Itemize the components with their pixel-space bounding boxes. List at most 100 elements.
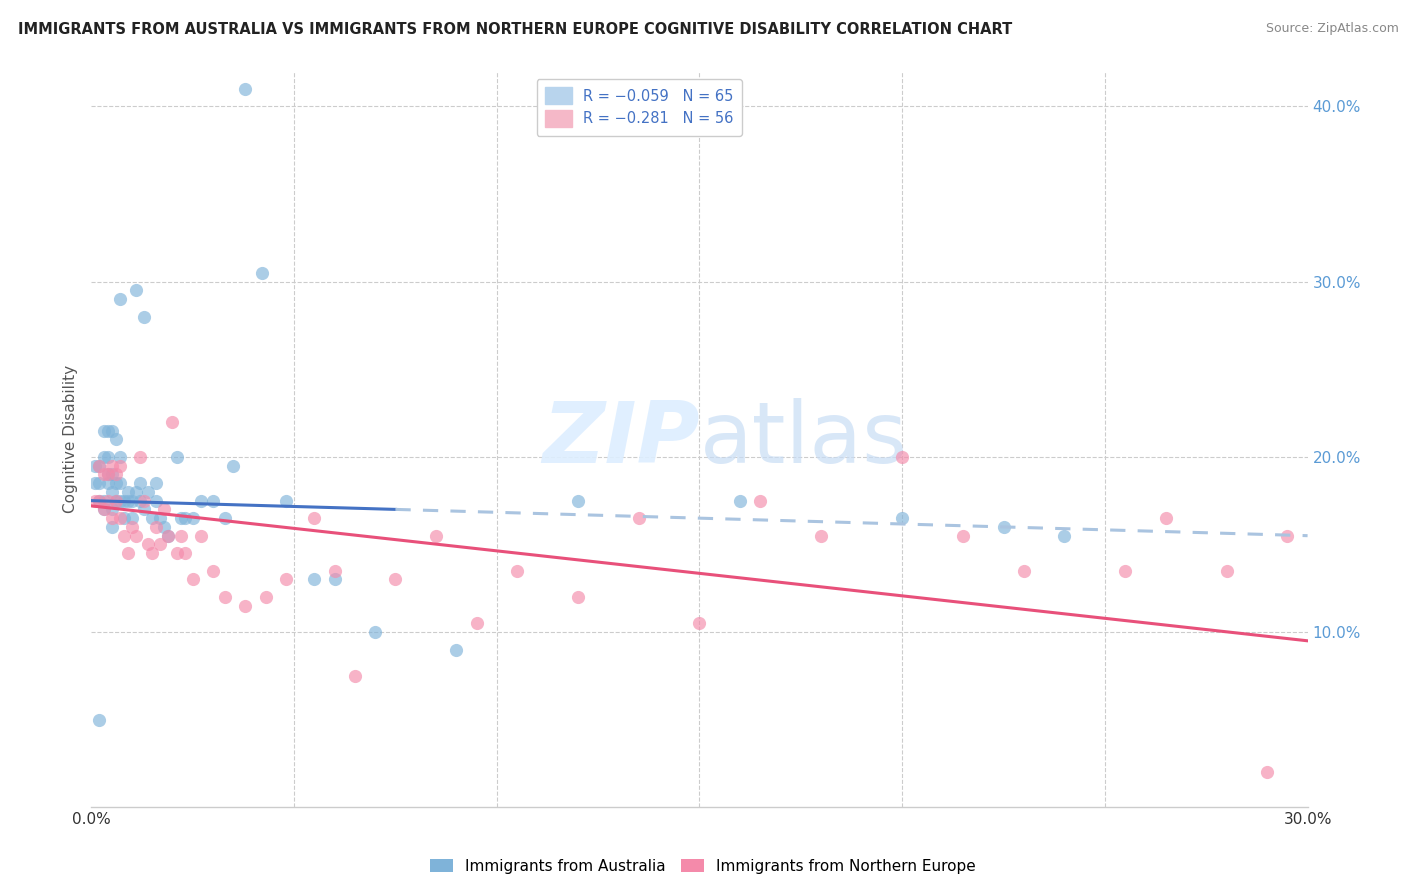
Point xyxy=(129,476,152,491)
Point xyxy=(117,493,139,508)
Point xyxy=(627,511,650,525)
Point xyxy=(97,467,120,482)
Point xyxy=(84,476,107,491)
Point xyxy=(145,493,167,508)
Point xyxy=(181,573,204,587)
Point xyxy=(173,546,195,560)
Point xyxy=(97,467,120,482)
Point xyxy=(222,458,245,473)
Point xyxy=(173,511,195,525)
Point xyxy=(1256,765,1278,780)
Text: IMMIGRANTS FROM AUSTRALIA VS IMMIGRANTS FROM NORTHERN EUROPE COGNITIVE DISABILIT: IMMIGRANTS FROM AUSTRALIA VS IMMIGRANTS … xyxy=(18,22,1012,37)
Text: atlas: atlas xyxy=(699,398,907,481)
Point xyxy=(100,484,122,499)
Point xyxy=(891,450,914,464)
Point xyxy=(132,493,155,508)
Point xyxy=(1012,564,1035,578)
Point xyxy=(166,450,188,464)
Point xyxy=(254,590,277,604)
Point xyxy=(153,502,176,516)
Point xyxy=(108,476,131,491)
Text: ZIP: ZIP xyxy=(541,398,699,481)
Point xyxy=(145,476,167,491)
Point xyxy=(274,493,297,508)
Text: Source: ZipAtlas.com: Source: ZipAtlas.com xyxy=(1265,22,1399,36)
Point xyxy=(323,564,346,578)
Point xyxy=(104,493,127,508)
Point xyxy=(384,573,406,587)
Legend: R = −0.059   N = 65, R = −0.281   N = 56: R = −0.059 N = 65, R = −0.281 N = 56 xyxy=(537,78,742,136)
Point xyxy=(100,502,122,516)
Point xyxy=(149,537,172,551)
Point xyxy=(567,590,589,604)
Point xyxy=(810,529,832,543)
Point xyxy=(125,284,148,298)
Point xyxy=(169,511,191,525)
Point xyxy=(136,484,159,499)
Point xyxy=(89,713,111,727)
Point xyxy=(214,511,236,525)
Point xyxy=(97,493,120,508)
Point xyxy=(108,493,131,508)
Point xyxy=(465,616,488,631)
Point xyxy=(104,433,127,447)
Point xyxy=(343,669,366,683)
Y-axis label: Cognitive Disability: Cognitive Disability xyxy=(62,365,77,514)
Point xyxy=(506,564,529,578)
Point xyxy=(1215,564,1237,578)
Point xyxy=(304,573,326,587)
Point xyxy=(425,529,447,543)
Point xyxy=(157,529,180,543)
Point xyxy=(100,424,122,438)
Point xyxy=(84,493,107,508)
Point xyxy=(235,82,257,96)
Point xyxy=(162,415,184,429)
Point xyxy=(169,529,191,543)
Point xyxy=(952,529,974,543)
Point xyxy=(129,450,152,464)
Point xyxy=(728,493,751,508)
Point xyxy=(891,511,914,525)
Point xyxy=(149,511,172,525)
Point xyxy=(364,625,387,640)
Point xyxy=(112,511,135,525)
Point xyxy=(235,599,257,613)
Point xyxy=(304,511,326,525)
Point xyxy=(97,476,120,491)
Point xyxy=(567,493,589,508)
Point xyxy=(129,493,152,508)
Point xyxy=(89,493,111,508)
Point xyxy=(1277,529,1299,543)
Point xyxy=(141,511,163,525)
Point xyxy=(121,493,143,508)
Point xyxy=(132,502,155,516)
Point xyxy=(112,493,135,508)
Point xyxy=(93,424,115,438)
Point xyxy=(125,529,148,543)
Point xyxy=(117,484,139,499)
Point xyxy=(93,450,115,464)
Point xyxy=(89,458,111,473)
Point xyxy=(214,590,236,604)
Point xyxy=(166,546,188,560)
Point xyxy=(993,520,1015,534)
Point xyxy=(104,467,127,482)
Point xyxy=(104,493,127,508)
Point xyxy=(108,458,131,473)
Point xyxy=(108,450,131,464)
Point xyxy=(117,546,139,560)
Point xyxy=(93,502,115,516)
Point xyxy=(749,493,772,508)
Point xyxy=(93,502,115,516)
Point xyxy=(153,520,176,534)
Point xyxy=(125,484,148,499)
Point xyxy=(108,511,131,525)
Point xyxy=(202,493,225,508)
Point xyxy=(323,573,346,587)
Point xyxy=(190,529,212,543)
Point xyxy=(100,467,122,482)
Point xyxy=(97,424,120,438)
Point xyxy=(121,511,143,525)
Point xyxy=(112,529,135,543)
Point xyxy=(274,573,297,587)
